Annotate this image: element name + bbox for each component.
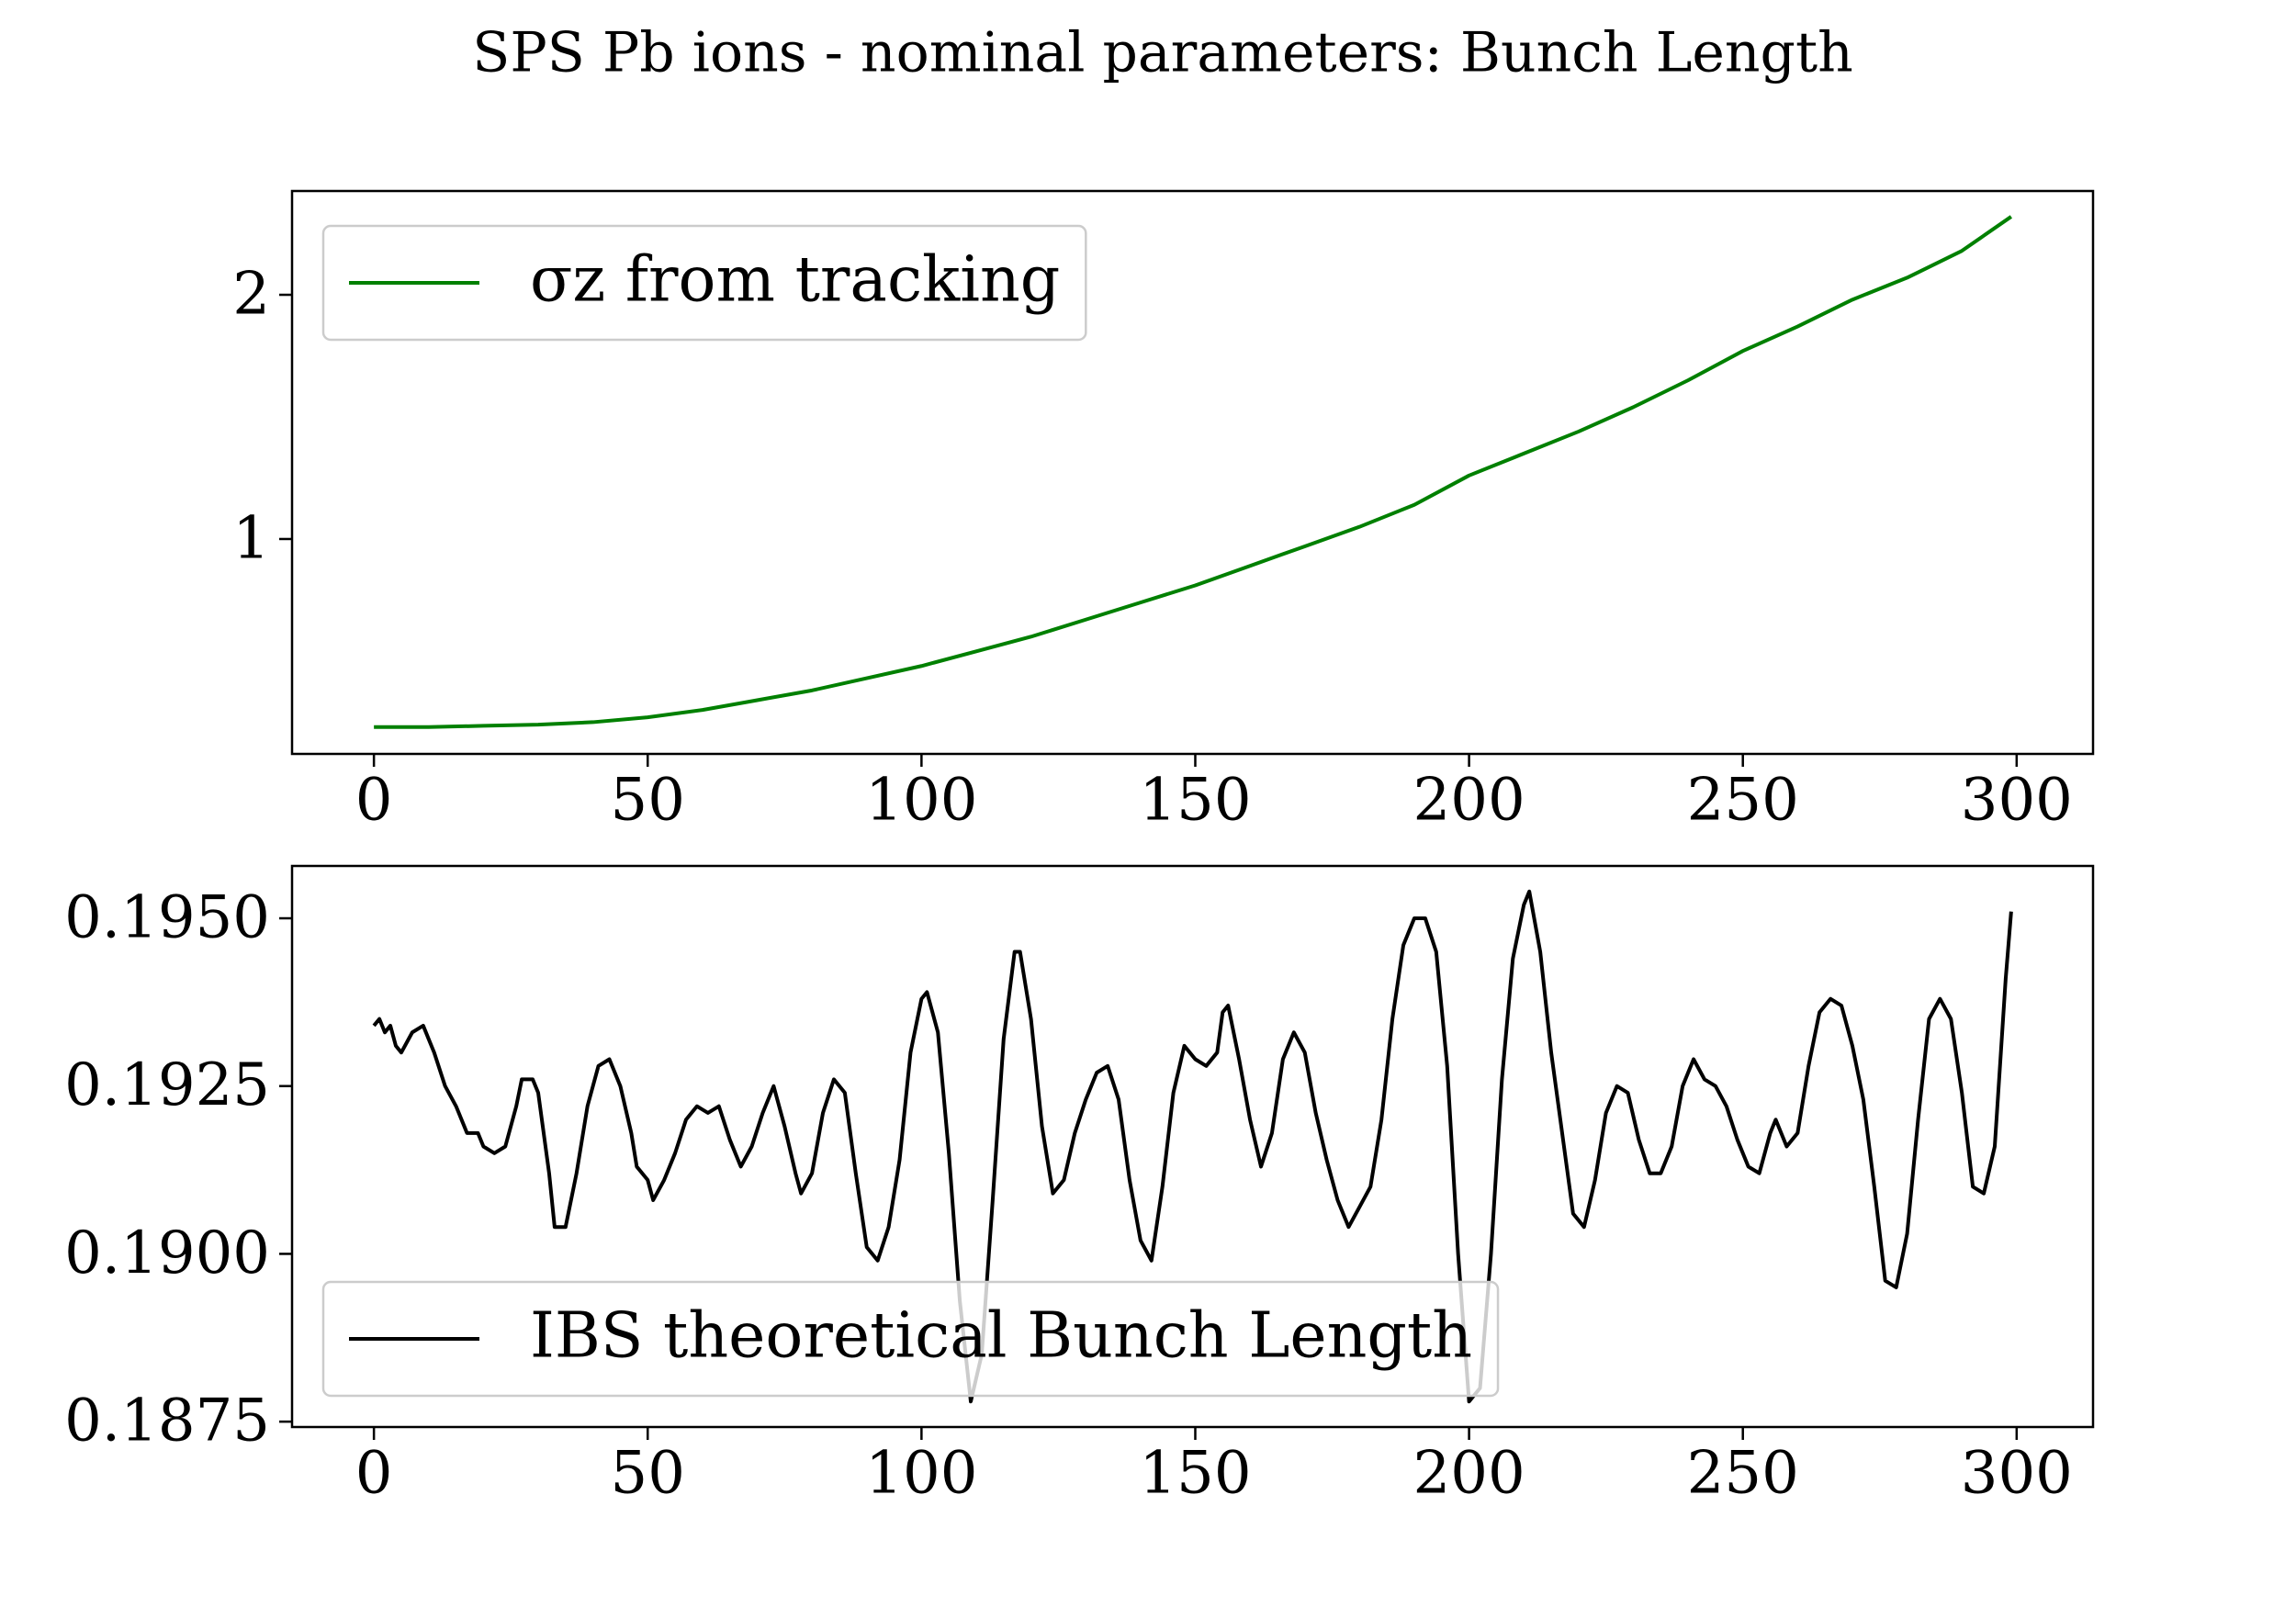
legend-box — [321, 1280, 1500, 1398]
x-tick-label: 100 — [865, 767, 977, 835]
y-tick-label: 0.1950 — [64, 884, 270, 952]
x-tick-label: 250 — [1687, 767, 1799, 835]
data-line — [374, 215, 2013, 729]
y-tick-label: 0.1925 — [64, 1051, 270, 1119]
y-tick-label: 0.1900 — [64, 1219, 270, 1287]
legend-label: σz from tracking — [530, 244, 1060, 317]
legend-box — [321, 224, 1087, 342]
x-tick-label: 150 — [1139, 767, 1251, 835]
y-tick-label: 1 — [232, 504, 270, 572]
x-tick-label: 50 — [611, 767, 685, 835]
legend-label: IBS theoretical Bunch Length — [530, 1300, 1472, 1373]
figure-title: SPS Pb ions - nominal parameters: Bunch … — [472, 21, 1852, 85]
x-tick-label: 200 — [1413, 1440, 1525, 1508]
axes-frame — [290, 864, 2095, 1429]
x-tick-label: 300 — [1961, 1440, 2073, 1508]
x-tick-label: 100 — [865, 1440, 977, 1508]
x-tick-label: 200 — [1413, 767, 1525, 835]
x-tick-label: 250 — [1687, 1440, 1799, 1508]
x-tick-label: 150 — [1139, 1440, 1251, 1508]
x-tick-label: 300 — [1961, 767, 2073, 835]
y-tick-label: 0.1875 — [64, 1388, 270, 1455]
y-tick-label: 2 — [232, 261, 270, 329]
x-tick-label: 50 — [611, 1440, 685, 1508]
data-line — [372, 889, 2013, 1404]
x-tick-label: 0 — [355, 1440, 393, 1508]
axes-frame — [290, 189, 2095, 756]
x-tick-label: 0 — [355, 767, 393, 835]
